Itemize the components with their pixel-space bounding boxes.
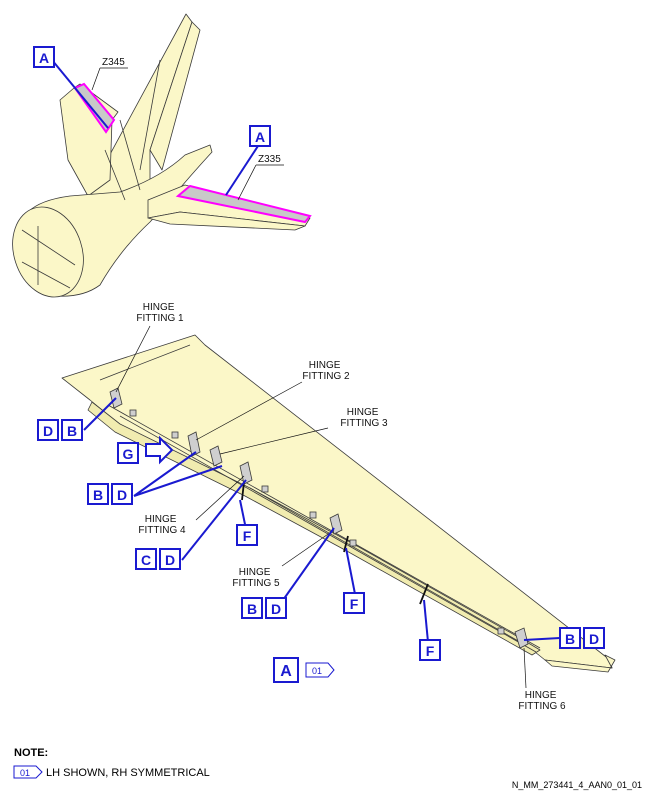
svg-text:01: 01: [20, 768, 30, 778]
svg-text:HINGE FITTING 2: HINGE FITTING 2: [302, 360, 350, 382]
tail-callouts: A A: [33, 46, 271, 196]
detail-leaders: [83, 397, 561, 643]
callout-box-d-1[interactable]: [37, 419, 59, 441]
svg-text:HINGE FITTING 5: HINGE FITTING 5: [232, 567, 280, 589]
hinge-fitting-labels: HINGE FITTING 1 HINGE FITTING 2 HINGE FI…: [115, 302, 566, 712]
svg-text:F: F: [426, 643, 435, 659]
svg-text:HINGE FITTING 4: HINGE FITTING 4: [138, 514, 186, 536]
callout-box-f-3[interactable]: [419, 639, 441, 661]
tail-opening: [12, 206, 84, 298]
hinge-fitting-3-line1: HINGE: [347, 407, 379, 418]
svg-text:HINGE FITTING 1: HINGE FITTING 1: [136, 302, 184, 324]
callout-box-d-5[interactable]: [583, 627, 605, 649]
callout-box-f-2[interactable]: [343, 592, 365, 614]
note-block: NOTE: 01 LH SHOWN, RH SYMMETRICAL: [13, 747, 210, 779]
hinge-fitting-4-line2: FITTING 4: [138, 525, 186, 536]
svg-text:D: D: [117, 487, 127, 503]
callout-box-b-2[interactable]: [87, 483, 109, 505]
figure-reference: N_MM_273441_4_AAN0_01_01: [512, 780, 642, 790]
detail-callouts: D B G B D F C D F B D F B D: [37, 419, 605, 661]
callout-box-a-stab[interactable]: [249, 125, 271, 147]
hinge-bracket-6: [514, 627, 529, 649]
note-text: LH SHOWN, RH SYMMETRICAL: [46, 767, 210, 779]
svg-text:F: F: [243, 528, 252, 544]
stabilizer-surface: [61, 334, 613, 669]
zone-z335-area: [175, 184, 312, 224]
hinge-fitting-1-line2: FITTING 1: [136, 313, 184, 324]
f-marks: [241, 481, 429, 605]
hinge-fitting-4-line1: HINGE: [145, 514, 177, 525]
view-label-letter: A: [280, 663, 292, 680]
hinge-fitting-5-line1: HINGE: [239, 567, 271, 578]
hinge-bracket-2: [187, 431, 201, 457]
callout-box-b-1[interactable]: [61, 419, 83, 441]
callout-box-g[interactable]: [117, 442, 139, 464]
svg-text:HINGE FITTING 6: HINGE FITTING 6: [518, 690, 566, 712]
svg-text:B: B: [247, 601, 257, 617]
zone-highlights: [73, 82, 312, 224]
hinge-fitting-5-line2: FITTING 5: [232, 578, 280, 589]
view-g-arrow: [145, 435, 174, 465]
hinge-fitting-6-line1: HINGE: [525, 690, 557, 701]
svg-text:F: F: [350, 596, 359, 612]
hinge-fitting-2-line2: FITTING 2: [302, 371, 350, 382]
svg-text:G: G: [123, 446, 134, 462]
svg-text:D: D: [165, 552, 175, 568]
svg-text:A: A: [39, 50, 49, 66]
svg-text:C: C: [141, 552, 151, 568]
svg-text:D: D: [589, 631, 599, 647]
hinge-fitting-1-line1: HINGE: [143, 302, 175, 313]
note-heading: NOTE:: [14, 747, 48, 759]
svg-text:B: B: [67, 423, 77, 439]
svg-text:HINGE FITTING 3: HINGE FITTING 3: [340, 407, 388, 429]
hinge-fitting-6-line2: FITTING 6: [518, 701, 566, 712]
zone-label-z335: Z335: [258, 154, 281, 165]
note-flag: [13, 765, 43, 779]
svg-text:A: A: [255, 129, 265, 145]
callout-box-d-3[interactable]: [159, 548, 181, 570]
callout-box-b-4[interactable]: [559, 627, 581, 649]
hinge-bracket-3: [209, 445, 223, 467]
view-label: A 01: [273, 657, 335, 683]
callout-box-c[interactable]: [135, 548, 157, 570]
callout-box-d-4[interactable]: [265, 597, 287, 619]
hinge-fitting-2-line1: HINGE: [309, 360, 341, 371]
svg-text:01: 01: [312, 666, 322, 676]
svg-text:D: D: [43, 423, 53, 439]
stabilizer-detail: [61, 334, 616, 673]
view-label-box: [273, 657, 299, 683]
svg-text:B: B: [565, 631, 575, 647]
callout-box-f-1[interactable]: [236, 524, 258, 546]
view-label-flag: [305, 662, 335, 678]
hinge-brackets: [109, 387, 529, 649]
hinge-fitting-3-line2: FITTING 3: [340, 418, 388, 429]
callout-box-a-fin[interactable]: [33, 46, 55, 68]
zone-labels: Z345 Z335: [91, 57, 284, 201]
callout-box-b-3[interactable]: [241, 597, 263, 619]
callout-box-d-2[interactable]: [111, 483, 133, 505]
zone-z345-area: [73, 82, 116, 134]
zone-label-z345: Z345: [102, 57, 125, 68]
svg-text:B: B: [93, 487, 103, 503]
svg-text:D: D: [271, 601, 281, 617]
hinge-bracket-4: [239, 461, 253, 485]
